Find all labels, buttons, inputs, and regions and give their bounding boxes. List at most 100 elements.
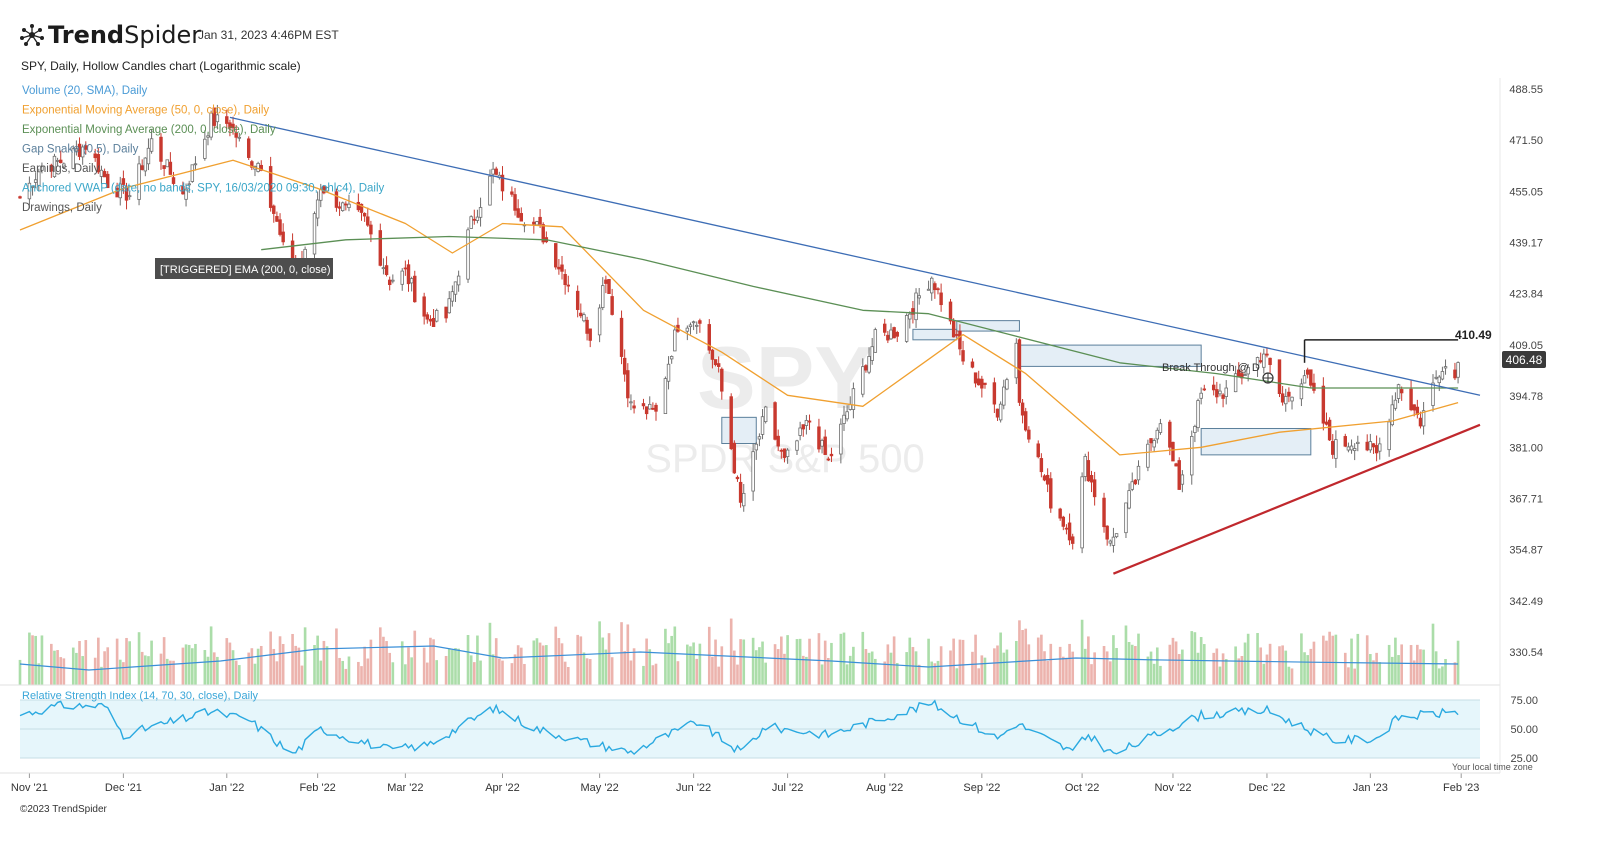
candle [77, 143, 82, 157]
candle [1152, 440, 1156, 448]
volume-bar [388, 652, 392, 685]
volume-bar [936, 660, 940, 685]
volume-bar [1021, 630, 1024, 685]
candle [535, 221, 539, 226]
candle [1440, 371, 1445, 380]
volume-bar [673, 626, 677, 685]
legend-item[interactable]: Earnings, Daily [22, 163, 100, 175]
candle [936, 288, 940, 291]
candle [575, 290, 580, 310]
volume-bar [247, 652, 251, 685]
volume-bar [231, 650, 235, 685]
candle [1265, 353, 1269, 356]
volume-bar [53, 650, 56, 685]
candle [181, 185, 185, 195]
candle [1343, 436, 1347, 447]
candle [140, 165, 144, 170]
candle [867, 356, 871, 373]
volume-bar [1394, 637, 1397, 685]
volume-bar [422, 647, 426, 685]
candle [883, 323, 887, 333]
volume-bar [498, 658, 501, 685]
candle [519, 213, 524, 222]
candle [500, 174, 505, 192]
legend-item[interactable]: Volume (20, SMA), Daily [22, 85, 148, 97]
legend-item[interactable]: Gap Snake (0.5), Daily [22, 144, 139, 156]
volume-bar [820, 664, 824, 685]
volume-bar [360, 666, 363, 685]
volume-bar [1419, 649, 1422, 685]
volume-bar [516, 645, 520, 685]
volume-bar [541, 645, 545, 685]
candle [121, 178, 126, 185]
candle [37, 171, 41, 186]
candle [1058, 508, 1062, 519]
volume-bar [93, 657, 97, 685]
candle [1321, 385, 1326, 424]
candle [763, 406, 768, 423]
volume-bar [610, 657, 614, 685]
volume-bar [225, 638, 229, 685]
legend-item[interactable]: Anchored VWAP (date, no bands, SPY, 16/0… [22, 183, 385, 195]
volume-bar [1152, 663, 1156, 685]
volume-bar [451, 649, 454, 685]
candle [948, 301, 953, 322]
volume-bar [297, 647, 301, 685]
volume-bar [1369, 654, 1372, 685]
volume-bar [159, 653, 163, 685]
volume-bar [1331, 635, 1335, 685]
current-price-value: 406.48 [1506, 353, 1543, 367]
candle [917, 295, 921, 299]
candle [861, 366, 865, 395]
candle [18, 196, 22, 199]
volume-bar [1422, 649, 1425, 685]
volume-bar [466, 635, 470, 685]
candle [162, 165, 166, 169]
volume-bar [801, 655, 805, 685]
volume-bar [917, 664, 921, 685]
candle [1349, 445, 1354, 451]
candle [998, 403, 1003, 421]
volume-bar [115, 638, 119, 685]
candle [1136, 465, 1141, 481]
legend-item[interactable]: Exponential Moving Average (50, 0, close… [22, 105, 269, 117]
volume-bar [983, 657, 987, 685]
volume-bar [1134, 646, 1137, 685]
candle [30, 186, 35, 188]
candle [1155, 429, 1160, 440]
candle [1374, 445, 1379, 454]
volume-bar [642, 665, 645, 685]
volume-bar [1102, 646, 1106, 685]
legend-item[interactable]: Exponential Moving Average (200, 0, clos… [22, 124, 276, 136]
volume-bar [523, 663, 526, 685]
volume-bar [432, 639, 435, 685]
volume-bar [212, 652, 216, 685]
candle [453, 281, 458, 295]
volume-bar [429, 637, 432, 685]
candle [829, 453, 834, 457]
volume-bar [999, 632, 1002, 685]
volume-bar [1146, 656, 1150, 685]
ema-alert-badge[interactable]: [TRIGGERED] EMA (200, 0, close) [155, 258, 333, 279]
candle [961, 350, 965, 362]
volume-bar [667, 643, 670, 685]
volume-bar [338, 657, 341, 685]
volume-bar [1061, 656, 1065, 685]
candle [1092, 479, 1097, 498]
x-tick-label: Dec '21 [105, 782, 142, 794]
volume-bar [648, 649, 652, 685]
volume-bar [1005, 649, 1009, 685]
candle [632, 405, 636, 409]
volume-bar [216, 656, 219, 685]
candle [1309, 369, 1313, 386]
candle [278, 219, 282, 235]
x-tick-label: Oct '22 [1065, 782, 1100, 794]
volume-bar [1456, 640, 1460, 685]
volume-bar [1002, 652, 1006, 685]
x-tick-label: Jan '22 [209, 782, 244, 794]
candle [1224, 387, 1228, 397]
volume-bar [237, 665, 241, 685]
legend-item[interactable]: Drawings, Daily [22, 202, 102, 214]
candle [926, 288, 931, 291]
